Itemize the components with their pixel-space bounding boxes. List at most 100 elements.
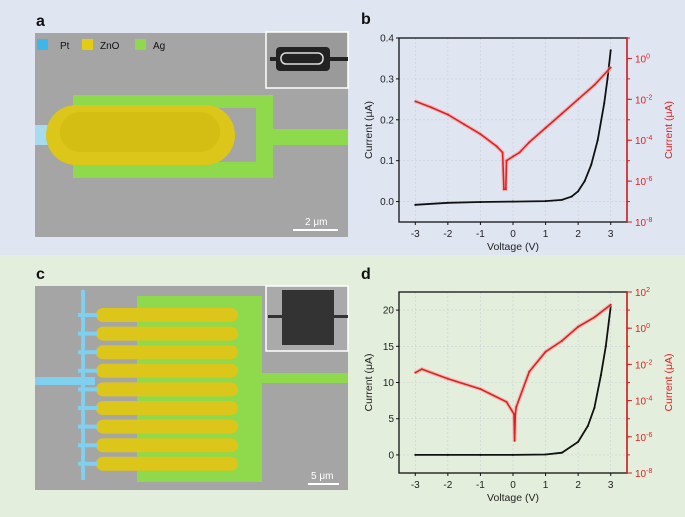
data-point — [512, 453, 514, 456]
zno-microrod — [96, 308, 238, 322]
panel-letter-b: b — [361, 11, 371, 28]
data-point — [414, 100, 417, 103]
y-right-tick-exponent: -8 — [646, 468, 652, 475]
y-tick-label: 5 — [388, 414, 394, 425]
y-tick-label: 20 — [383, 306, 395, 317]
data-point — [463, 123, 466, 126]
x-tick-label: -3 — [411, 480, 420, 491]
y-tick-label: 0.2 — [380, 115, 394, 126]
panel-letter-c: c — [36, 266, 45, 283]
data-point — [513, 439, 516, 442]
y-right-tick-exponent: 0 — [646, 53, 650, 60]
x-tick-label: 0 — [510, 229, 516, 240]
iv-chart-single-device: -3 -2 -1 0 1 2 30.00.10.20.30.410-810-610-410-… — [363, 34, 675, 254]
data-point — [609, 49, 612, 52]
data-point — [502, 188, 505, 191]
pt-contact — [78, 313, 98, 317]
zno-microrod — [96, 401, 238, 415]
data-point — [560, 198, 563, 201]
data-point — [528, 370, 531, 373]
y-tick-label: 10 — [383, 378, 395, 389]
x-tick-label: 3 — [608, 229, 614, 240]
data-point — [514, 413, 517, 416]
data-point — [430, 106, 433, 109]
x-tick-label: 1 — [543, 229, 549, 240]
sem-image-single-device: Pt ZnO Ag 2 μm — [35, 31, 349, 237]
ag-electrode-right — [256, 95, 273, 178]
y-right-axis-label: Current (μA) — [663, 101, 675, 159]
data-point — [586, 424, 589, 427]
y-tick-label: 0.4 — [380, 34, 394, 45]
x-tick-label: 1 — [543, 480, 549, 491]
zno-microrod-array — [78, 308, 238, 471]
data-point — [560, 339, 563, 342]
data-point — [609, 303, 612, 306]
ag-lead — [262, 373, 348, 383]
data-point — [560, 451, 563, 454]
y-right-tick-exponent: -2 — [646, 359, 652, 366]
data-point — [479, 200, 482, 203]
zno-microrod — [96, 363, 238, 378]
sem-image-array-device: 5 μm — [35, 285, 349, 490]
y-right-tick-exponent: -2 — [646, 94, 652, 101]
ag-lead — [273, 129, 348, 145]
data-point — [544, 453, 547, 456]
pt-contact — [78, 406, 98, 410]
x-tick-label: -1 — [476, 229, 485, 240]
data-point — [414, 453, 417, 456]
data-point — [544, 126, 547, 129]
linear-current-series — [415, 50, 612, 206]
y-tick-label: 0.0 — [380, 197, 394, 208]
data-point — [446, 201, 449, 204]
y-axis-label: Current (μA) — [363, 354, 375, 412]
data-point — [604, 345, 607, 348]
ag-electrode-bottom — [73, 162, 273, 178]
panel-letter-a: a — [36, 13, 45, 30]
data-point — [590, 163, 593, 166]
data-point — [596, 139, 599, 142]
y-right-tick-exponent: -4 — [646, 396, 652, 403]
x-tick-label: 2 — [575, 229, 581, 240]
data-point — [420, 368, 423, 371]
ag-electrode-top — [73, 95, 273, 108]
legend-label-zno: ZnO — [100, 41, 120, 52]
data-point — [544, 200, 547, 203]
y-tick-label: 0 — [388, 450, 394, 461]
legend-label-pt: Pt — [60, 41, 70, 52]
scale-bar-a — [293, 229, 338, 231]
scale-bar-c — [308, 483, 339, 485]
legend-swatch-ag — [135, 39, 146, 50]
pt-contact — [78, 443, 98, 448]
pt-contact — [78, 350, 98, 355]
y-right-tick-exponent: -6 — [646, 432, 652, 439]
pt-contact — [78, 331, 98, 336]
inset-optical-image-c — [265, 285, 349, 352]
zno-microrod — [96, 345, 238, 360]
pt-contact — [78, 387, 98, 392]
data-point — [599, 374, 602, 377]
zno-microrod — [96, 326, 238, 341]
zno-microrod — [96, 382, 238, 397]
legend-swatch-pt — [37, 39, 48, 50]
data-point — [414, 203, 417, 206]
data-point — [560, 112, 563, 115]
data-point — [515, 405, 518, 408]
pt-contact — [78, 424, 98, 429]
data-point — [446, 113, 449, 116]
data-point — [495, 145, 498, 148]
y-right-tick-exponent: -4 — [646, 135, 652, 142]
x-axis-label: Voltage (V) — [487, 492, 539, 504]
y-right-tick-exponent: 0 — [646, 323, 650, 330]
x-tick-label: -3 — [411, 229, 420, 240]
zno-microrod — [96, 438, 238, 453]
x-tick-label: -1 — [476, 480, 485, 491]
data-point — [577, 190, 580, 193]
data-point — [512, 200, 514, 203]
x-tick-label: -2 — [443, 229, 452, 240]
data-point — [570, 195, 573, 198]
pt-contact — [78, 461, 98, 466]
legend-swatch-zno — [82, 39, 93, 50]
data-point — [544, 350, 547, 353]
data-point — [479, 133, 482, 136]
